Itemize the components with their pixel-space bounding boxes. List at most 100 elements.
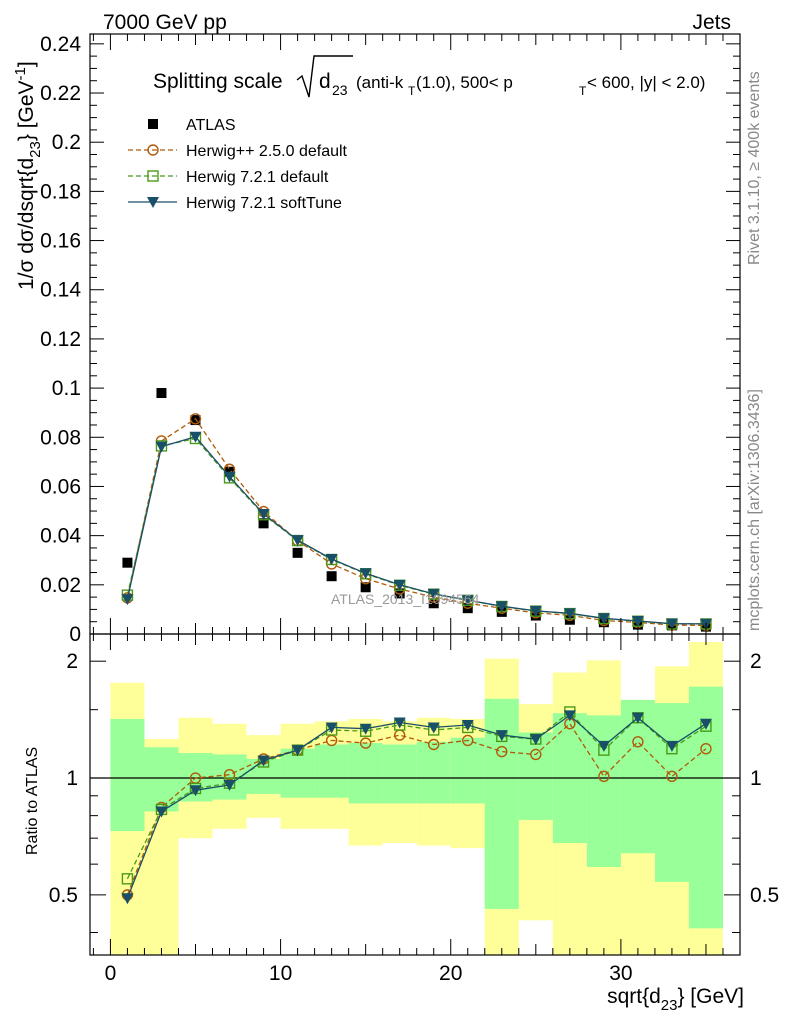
title-radicand-sub: 23	[332, 82, 348, 98]
ratio-point-herwig-7-2-1-default	[121, 873, 134, 885]
ratio-point-herwig-7-2-1-softtune	[495, 730, 508, 742]
mcplots-side-label: mcplots.cern.ch [arXiv:1306.3436]	[746, 389, 763, 631]
x-tick-label: 0	[105, 962, 117, 985]
legend-marker-atlas	[148, 119, 158, 129]
main-point-herwig-7-2-1-softtune	[257, 509, 270, 520]
sqrt-sign-icon	[296, 55, 353, 98]
legend-label-atlas: ATLAS	[186, 117, 236, 134]
ratio-point-herwig-2-5-0-default	[598, 770, 610, 783]
band-stat-uncertainty	[416, 741, 451, 804]
main-point-herwig-7-2-1-softtune	[223, 471, 236, 483]
legend-label-herwig-2-5-0-default: Herwig++ 2.5.0 default	[186, 143, 348, 160]
legend-marker-herwig-2-5-0-default	[147, 144, 159, 156]
y-tick-label: 0	[69, 623, 81, 646]
band-stat-uncertainty	[348, 743, 383, 804]
header-right-label: Jets	[692, 11, 731, 34]
header-left-label: 7000 GeV pp	[103, 11, 227, 34]
main-point-herwig-7-2-1-softtune	[189, 431, 202, 443]
ratio-point-herwig-7-2-1-softtune	[699, 718, 712, 730]
main-point-herwig-7-2-1-softtune	[325, 554, 338, 565]
band-stat-uncertainty	[620, 699, 655, 854]
title-spec-1-sub: T	[408, 84, 416, 98]
y-tick-label: 0.12	[40, 328, 81, 351]
main-point-herwig-7-2-1-softtune	[359, 568, 372, 580]
main-series-layer	[121, 388, 712, 632]
band-stat-uncertainty	[314, 744, 349, 798]
legend-label-herwig-7-2-1-default: Herwig 7.2.1 default	[186, 169, 329, 186]
ratio-point-herwig-7-2-1-softtune	[325, 722, 338, 734]
svg-text:1/σ dσ/dsqrt{d23} [GeV-1]: 1/σ dσ/dsqrt{d23} [GeV-1]	[12, 61, 44, 290]
band-stat-uncertainty	[144, 747, 179, 812]
main-point-atlas	[156, 388, 167, 399]
title-spec-1: (anti-k	[356, 73, 404, 92]
title-prefix: Splitting scale	[153, 70, 283, 93]
band-stat-uncertainty	[110, 718, 145, 832]
ratio-point-herwig-7-2-1-softtune	[291, 745, 304, 757]
ratio-point-herwig-2-5-0-default	[530, 748, 542, 761]
main-axes: 0 0.02 0.04 0.06 0.08 0.1 0.12 0.14 0.16 0.18 0.2 0…	[40, 33, 741, 646]
ratio-point-herwig-2-5-0-default	[666, 770, 678, 783]
y-tick-label: 0.5	[49, 884, 78, 907]
main-point-herwig-7-2-1-softtune	[597, 613, 610, 625]
y-tick-label: 0.2	[52, 131, 81, 154]
x-tick-label: 30	[609, 962, 632, 985]
legend-marker-herwig-7-2-1-default	[147, 170, 159, 182]
main-point-herwig-7-2-1-softtune	[631, 615, 644, 627]
y-tick-label: 0.22	[40, 82, 81, 105]
band-stat-uncertainty	[280, 748, 315, 798]
main-point-herwig-7-2-1-softtune	[393, 579, 406, 591]
main-point-atlas	[292, 547, 303, 558]
main-point-herwig-7-2-1-softtune	[121, 594, 134, 606]
ratio-point-herwig-2-5-0-default	[632, 736, 644, 748]
band-stat-uncertainty	[518, 732, 553, 820]
ratio-point-herwig-7-2-1-softtune	[393, 717, 406, 729]
ratio-point-herwig-7-2-1-softtune	[121, 893, 134, 905]
main-point-herwig-7-2-1-softtune	[155, 441, 168, 453]
ratio-point-herwig-2-5-0-default	[223, 768, 236, 781]
y-tick-label: 0.06	[40, 475, 81, 498]
ratio-bands-layer	[90, 642, 740, 955]
ratio-point-herwig-7-2-1-softtune	[223, 779, 236, 791]
main-point-herwig-7-2-1-softtune	[529, 605, 542, 617]
ylabel-main: 1/σ dσ/dsqrt{d	[15, 158, 38, 290]
rivet-side-label: Rivet 3.1.10, ≥ 400k events	[746, 71, 763, 265]
y-tick-label: 1	[66, 767, 78, 790]
ratio-point-herwig-2-5-0-default	[428, 738, 440, 751]
ylabel-end: ]	[15, 61, 38, 67]
y-tick-label: 0.14	[40, 279, 81, 302]
ratio-point-herwig-7-2-1-softtune	[631, 712, 644, 724]
y-tick-label: 0.24	[40, 33, 81, 56]
ratio-point-herwig-2-5-0-default	[359, 737, 372, 749]
main-point-atlas	[258, 518, 269, 529]
legend: ATLAS Herwig++ 2.5.0 default Herwig 7.2.1 …	[128, 117, 348, 212]
main-point-herwig-7-2-1-softtune	[665, 618, 678, 630]
ratio-point-herwig-7-2-1-softtune	[257, 755, 270, 767]
y-tick-label-right: 1	[750, 767, 762, 790]
xlabel-end: } [GeV]	[677, 985, 744, 1008]
y-tick-label: 0.1	[52, 377, 81, 400]
y-tick-label: 0.08	[40, 426, 81, 449]
main-point-atlas	[122, 557, 133, 568]
main-point-herwig-7-2-1-softtune	[427, 588, 440, 600]
y-tick-label: 0.16	[40, 230, 81, 253]
ratio-point-herwig-7-2-1-softtune	[359, 723, 372, 735]
ratio-point-herwig-7-2-1-softtune	[529, 734, 542, 746]
xlabel-sub: 23	[661, 997, 678, 1014]
band-stat-uncertainty	[382, 744, 417, 804]
main-point-herwig-7-2-1-softtune	[461, 595, 474, 607]
main-point-herwig-2-5-0-default	[189, 413, 202, 425]
main-point-herwig-7-2-1-softtune	[291, 535, 304, 547]
main-point-atlas	[326, 571, 337, 582]
ratio-point-herwig-2-5-0-default	[496, 745, 508, 758]
band-stat-uncertainty	[654, 703, 689, 882]
plot-title: Splitting scale d 23 (anti-k T (1.0), 50…	[153, 55, 705, 98]
ratio-point-herwig-7-2-1-softtune	[427, 722, 440, 734]
ratio-axes: 0 10 20 30 0.5 0.5 1 1 2 2	[49, 633, 779, 985]
title-radicand: d	[319, 70, 331, 93]
ratio-point-herwig-7-2-1-softtune	[597, 740, 610, 752]
svg-text:sqrt{d23} [GeV]: sqrt{d23} [GeV]	[607, 985, 744, 1014]
ratio-point-herwig-2-5-0-default	[462, 734, 474, 747]
band-stat-uncertainty	[450, 737, 485, 804]
ylabel-sub: 23	[27, 141, 44, 158]
